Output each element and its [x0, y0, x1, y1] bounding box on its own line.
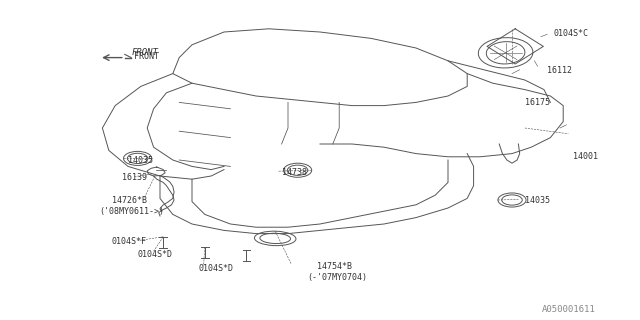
Text: 14738: 14738	[282, 168, 307, 177]
Text: 14035: 14035	[525, 196, 550, 204]
Text: (-'07MY0704): (-'07MY0704)	[307, 273, 367, 282]
Text: 14726*B: 14726*B	[112, 196, 147, 204]
Text: 16175: 16175	[525, 98, 550, 107]
Text: ('08MY0611->): ('08MY0611->)	[99, 207, 164, 216]
Text: 0104S*F: 0104S*F	[112, 237, 147, 246]
Text: 16112: 16112	[547, 66, 572, 75]
Text: 16139: 16139	[122, 173, 147, 182]
Text: 0104S*C: 0104S*C	[554, 29, 589, 38]
Text: 14035: 14035	[128, 156, 153, 164]
Text: FRONT: FRONT	[134, 52, 159, 60]
Text: 14754*B: 14754*B	[317, 262, 352, 271]
Text: A050001611: A050001611	[541, 305, 595, 314]
Text: 0104S*D: 0104S*D	[198, 264, 234, 273]
Text: FRONT: FRONT	[131, 48, 158, 57]
Text: 0104S*D: 0104S*D	[138, 250, 173, 259]
Text: 14001: 14001	[573, 152, 598, 161]
